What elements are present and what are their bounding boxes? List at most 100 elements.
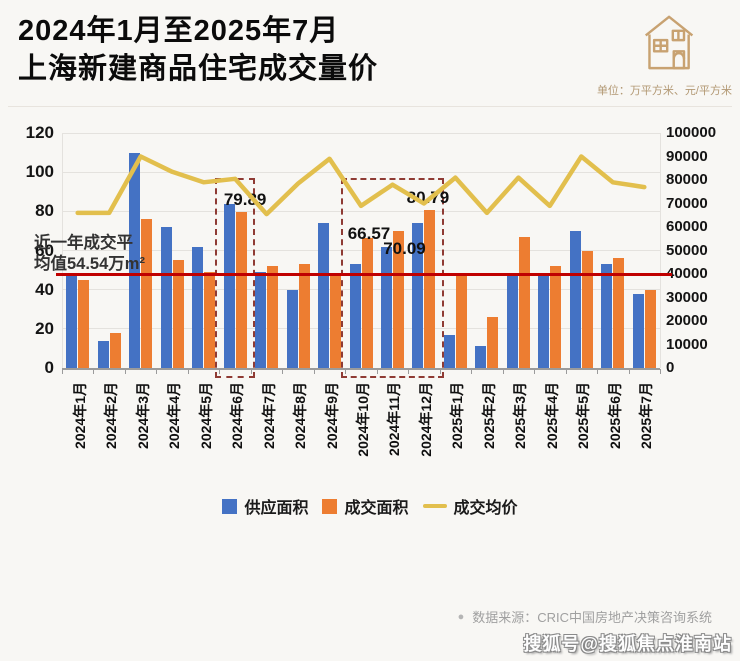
gridline xyxy=(62,289,660,291)
y-axis-right-tick: 10000 xyxy=(666,335,708,353)
legend-label-sales: 成交面积 xyxy=(344,500,409,517)
x-axis-tick xyxy=(282,369,284,374)
gridline xyxy=(62,132,660,134)
y-axis-right-tick: 20000 xyxy=(666,312,708,329)
supply-swatch-icon xyxy=(222,498,238,514)
value-label: 80.79 xyxy=(406,187,450,207)
x-axis-label: 2025年2月 xyxy=(480,382,497,449)
bar-supply xyxy=(97,340,109,368)
legend-label-price: 成交均价 xyxy=(453,500,518,517)
page-title: 2024年1月至2025年7月 上海新建商品住宅成交量价 xyxy=(18,12,378,88)
bar-supply xyxy=(632,293,644,368)
x-axis-label: 2024年3月 xyxy=(134,382,151,449)
bar-sales xyxy=(109,332,121,368)
bar-supply xyxy=(601,264,613,368)
x-axis-tick xyxy=(156,369,158,374)
x-axis-label: 2024年4月 xyxy=(166,382,183,449)
bar-supply xyxy=(286,289,298,368)
x-axis-tick xyxy=(534,369,536,374)
x-axis-tick xyxy=(93,369,95,374)
bar-supply xyxy=(475,346,487,368)
bar-sales xyxy=(298,264,310,368)
gridline xyxy=(62,250,660,251)
x-axis-tick xyxy=(62,369,63,374)
plot-right-edge xyxy=(660,133,661,368)
x-axis-tick xyxy=(660,369,661,374)
x-axis-label: 2025年7月 xyxy=(638,382,655,449)
bullet-icon: ● xyxy=(457,610,465,623)
bar-sales xyxy=(267,266,279,368)
bar-supply xyxy=(318,223,330,368)
y-axis-right-tick: 0 xyxy=(666,359,675,376)
x-axis-label: 2025年4月 xyxy=(543,382,560,449)
x-axis-tick xyxy=(187,369,189,374)
x-axis-label: 2024年8月 xyxy=(292,382,309,449)
avg-annotation-line1: 近一年成交平 xyxy=(34,234,133,252)
y-axis-right-tick: 80000 xyxy=(666,171,708,188)
y-axis-left-tick: 60 xyxy=(35,240,54,260)
x-axis-tick xyxy=(628,369,630,374)
bar-sales xyxy=(330,275,342,368)
avg-price-line xyxy=(56,273,672,276)
avg-annotation-line2: 均值54.54万m² xyxy=(34,255,145,273)
bar-supply xyxy=(129,152,141,368)
bar-sales xyxy=(172,260,184,368)
x-axis-label: 2024年6月 xyxy=(229,382,246,449)
x-axis-label: 2025年3月 xyxy=(512,382,529,449)
y-axis-left-tick: 40 xyxy=(35,279,54,299)
value-label: 70.09 xyxy=(383,238,426,258)
bar-sales xyxy=(361,237,373,368)
bar-sales xyxy=(518,236,530,368)
x-axis-tick xyxy=(313,369,315,374)
highlight-box xyxy=(341,178,444,378)
legend-label-supply: 供应面积 xyxy=(244,500,309,517)
x-axis-tick xyxy=(250,369,252,374)
x-axis-tick xyxy=(376,369,378,374)
y-axis-right-tick: 70000 xyxy=(666,194,708,212)
y-axis-right-tick: 90000 xyxy=(666,147,708,165)
bar-supply xyxy=(412,223,424,368)
y-axis-right-tick: 30000 xyxy=(666,288,708,306)
price-line-swatch-icon xyxy=(422,504,447,508)
bar-supply xyxy=(380,246,392,368)
x-axis-tick xyxy=(439,369,441,374)
page-title-line2: 上海新建商品住宅成交量价 xyxy=(18,53,379,85)
x-axis-tick xyxy=(124,369,126,374)
gridline xyxy=(62,171,660,173)
x-axis-tick xyxy=(597,369,599,374)
x-axis-label: 2024年1月 xyxy=(71,382,88,449)
x-axis-tick xyxy=(471,369,473,374)
y-axis-left-tick: 80 xyxy=(35,201,54,221)
bar-sales xyxy=(424,209,436,368)
legend-item-sales: 成交面积 xyxy=(322,494,409,518)
x-axis-label: 2025年1月 xyxy=(449,382,466,449)
y-axis-left-tick: 120 xyxy=(25,123,54,142)
y-axis-right-tick: 50000 xyxy=(666,241,708,259)
x-axis-tick xyxy=(408,369,410,374)
y-axis-left-tick: 0 xyxy=(44,358,54,377)
bar-sales xyxy=(78,279,90,368)
page-title-line1: 2024年1月至2025年7月 xyxy=(18,15,340,47)
x-axis-label: 2024年9月 xyxy=(323,382,340,449)
gridline xyxy=(62,328,660,330)
bar-sales xyxy=(392,230,404,368)
unit-note: 单位：万平方米、元/平方米 xyxy=(596,85,732,97)
x-axis-label: 2024年12月 xyxy=(417,382,434,457)
bar-sales xyxy=(455,274,467,368)
bar-sales xyxy=(613,258,625,368)
sales-swatch-icon xyxy=(322,498,338,514)
bar-sales xyxy=(141,219,153,368)
y-axis-left-tick: 100 xyxy=(25,162,54,182)
bar-supply xyxy=(255,272,267,368)
y-axis-right-tick: 100000 xyxy=(666,124,717,141)
bar-supply xyxy=(66,275,78,368)
bar-sales xyxy=(204,272,216,368)
bar-sales xyxy=(644,289,656,368)
bar-sales xyxy=(487,317,499,368)
house-icon xyxy=(644,15,694,70)
x-axis-label: 2024年10月 xyxy=(355,382,371,457)
bar-sales xyxy=(581,250,593,368)
x-axis-label: 2025年6月 xyxy=(606,382,623,449)
bar-supply xyxy=(506,275,518,368)
